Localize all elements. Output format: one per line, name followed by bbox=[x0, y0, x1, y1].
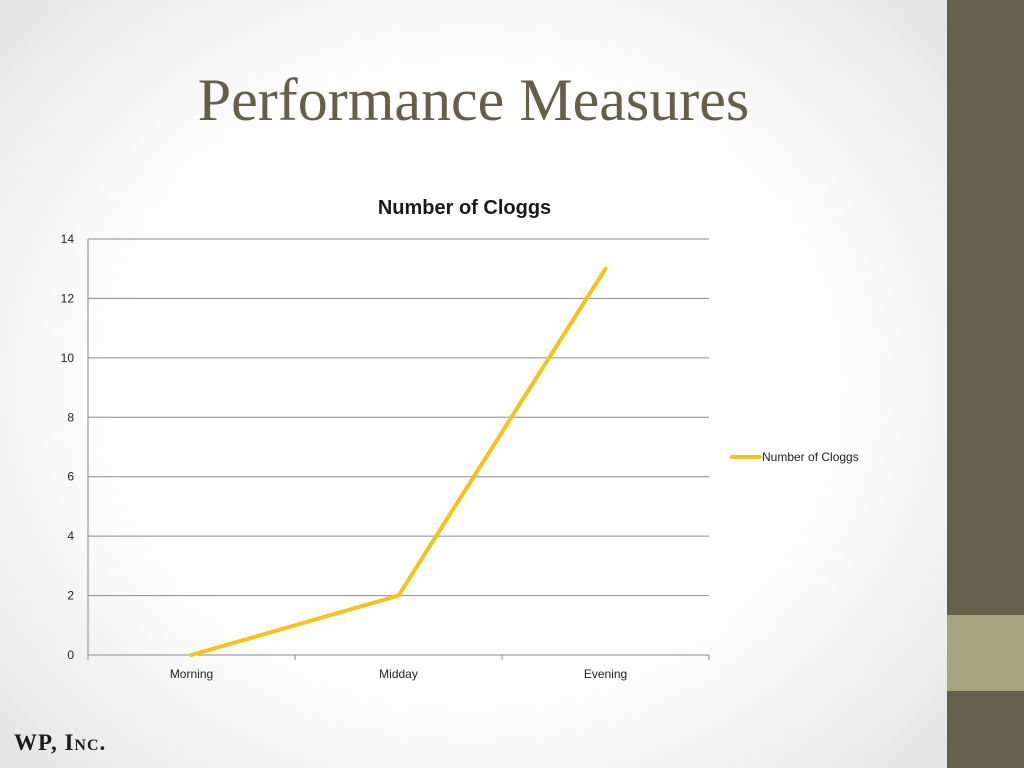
data-point bbox=[190, 653, 193, 657]
y-tick-label: 6 bbox=[67, 470, 74, 484]
slide-title: Performance Measures bbox=[197, 67, 750, 133]
y-tick-label: 8 bbox=[67, 410, 74, 424]
x-tick-label: Evening bbox=[584, 667, 627, 681]
y-tick-label: 2 bbox=[67, 589, 74, 603]
company-logo: WP, Inc. bbox=[14, 730, 107, 755]
y-tick-label: 12 bbox=[61, 291, 75, 305]
x-tick-label: Morning bbox=[170, 667, 213, 681]
data-point bbox=[604, 267, 607, 271]
line-chart: Number of Cloggs 0 2 4 6 8 10 12 14 Morning Midday… bbox=[61, 197, 859, 681]
y-tick-label: 4 bbox=[67, 529, 74, 543]
y-tick-label: 0 bbox=[67, 648, 74, 662]
x-tick-label: Midday bbox=[379, 667, 418, 681]
legend-label: Number of Cloggs bbox=[762, 450, 859, 464]
decorative-side-accent bbox=[947, 615, 1024, 691]
y-tick-label: 10 bbox=[61, 351, 75, 365]
data-point bbox=[397, 594, 400, 598]
y-tick-label: 14 bbox=[61, 232, 75, 246]
chart-title: Number of Cloggs bbox=[378, 197, 551, 219]
